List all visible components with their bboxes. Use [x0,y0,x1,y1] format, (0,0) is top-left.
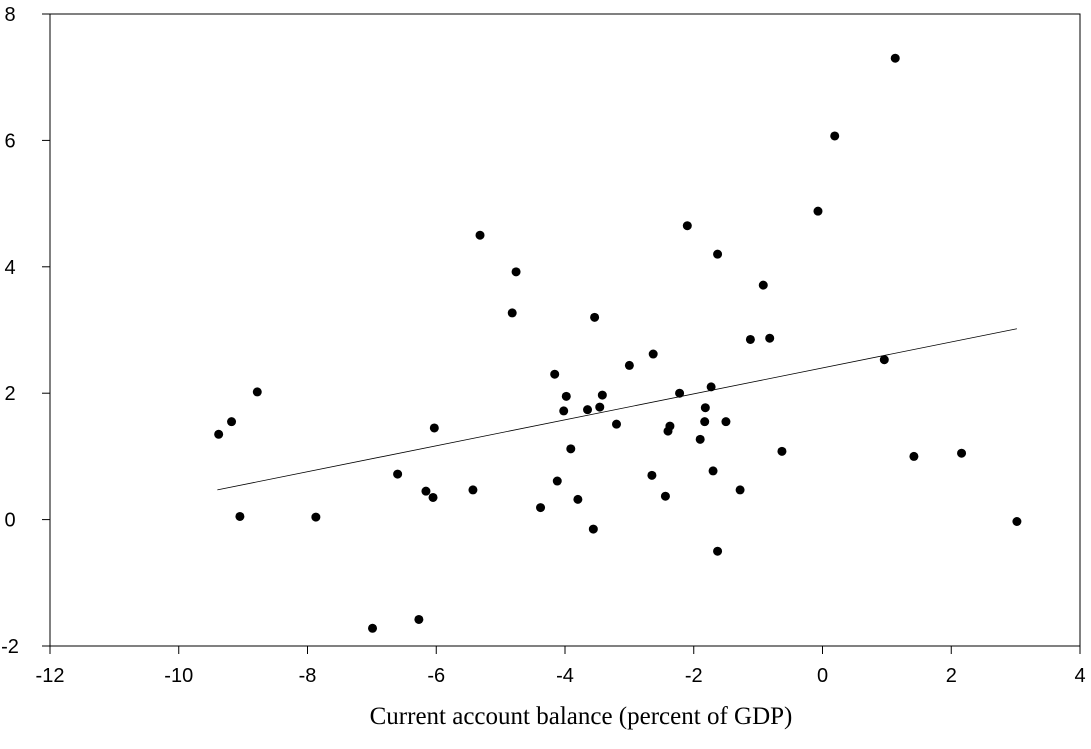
data-point [583,405,593,415]
data-point [890,53,900,63]
data-point [588,524,598,534]
data-point [660,491,670,501]
data-point [507,308,517,318]
data-point [1012,516,1022,526]
data-point [700,403,710,413]
data-point [708,466,718,476]
data-point [813,206,823,216]
x-tick-label: -10 [164,665,193,687]
data-point [745,334,755,344]
x-tick-label: -4 [556,665,574,687]
data-point [706,382,716,392]
x-tick-label: -2 [685,665,703,687]
data-point [475,230,485,240]
data-point [566,444,576,454]
x-axis-title: Current account balance (percent of GDP) [370,703,793,730]
data-point [909,451,919,461]
data-point [552,476,562,486]
y-tick-label: 2 [4,383,15,405]
data-point [559,406,569,416]
data-point [777,446,787,456]
data-point [758,280,768,290]
data-point [414,614,424,624]
data-point [700,417,710,427]
data-point [682,221,692,231]
data-point [550,369,560,379]
data-point [421,486,431,496]
data-point [597,390,607,400]
data-point [830,131,840,141]
data-point [590,312,600,322]
data-point [252,387,262,397]
x-tick-label: 0 [817,665,828,687]
data-point [561,391,571,401]
y-tick-label: 4 [4,257,15,279]
data-point [713,249,723,259]
data-point [511,267,521,277]
data-point [765,333,775,343]
x-tick-label: -12 [36,665,65,687]
data-point [595,402,605,412]
data-point [429,423,439,433]
data-point [227,417,237,427]
y-tick-label: 0 [4,510,15,532]
data-point [235,511,245,521]
plot-frame [49,13,1081,647]
x-tick-label: -8 [299,665,317,687]
data-point [536,503,546,513]
data-point [311,512,321,522]
data-point [721,417,731,427]
data-point [393,469,403,479]
data-point [428,492,438,502]
y-tick-label: 6 [4,130,15,152]
data-point [665,421,675,431]
y-tick-label: 8 [4,4,15,26]
data-point [957,448,967,458]
data-point [675,388,685,398]
data-point [612,419,621,429]
data-point [468,485,478,495]
data-point [713,546,723,556]
data-point [573,494,583,504]
y-tick-label: -2 [1,636,19,658]
data-point [735,485,745,495]
data-point [648,349,658,359]
data-point [879,355,889,365]
x-tick-label: 4 [1074,665,1085,687]
data-point [368,623,378,633]
data-point [695,434,705,444]
trend-line [217,328,1017,491]
x-tick-label: 2 [946,665,957,687]
data-point [647,470,657,480]
data-point [214,429,224,439]
data-point [624,360,634,370]
x-tick-label: -6 [427,665,445,687]
